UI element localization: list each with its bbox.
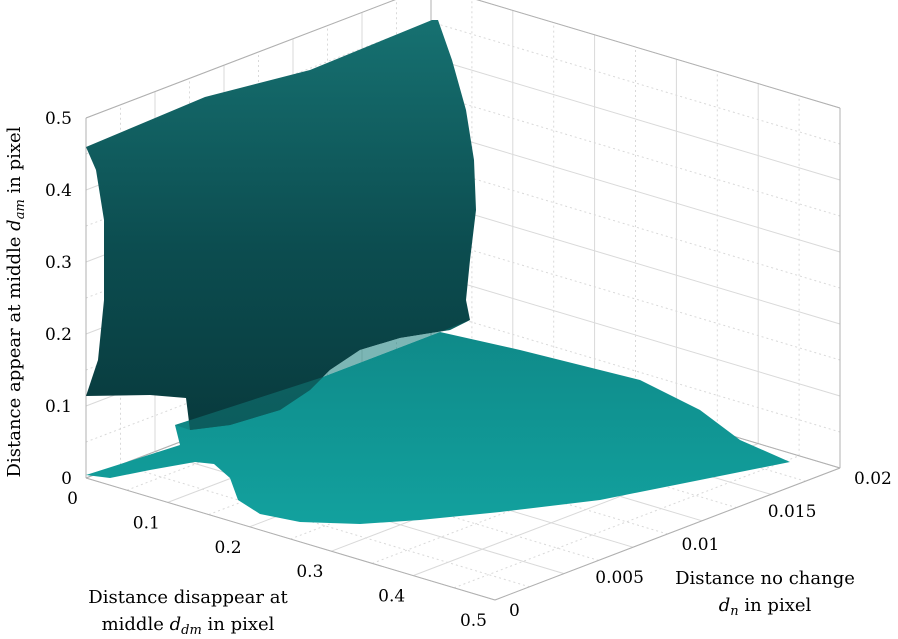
z-tick-label: 0 xyxy=(61,469,72,489)
axis-edge xyxy=(476,0,841,109)
y-tick-label: 0.4 xyxy=(378,587,405,607)
grid-line xyxy=(85,309,432,443)
axis-edge xyxy=(85,0,396,119)
x-tick-label: 0.015 xyxy=(768,502,817,522)
axis-edge xyxy=(494,467,841,601)
x-tick-label: 0.005 xyxy=(595,568,644,588)
x-axis-ticks: 0 0.005 0.01 0.015 0.02 xyxy=(509,469,892,621)
grid-line xyxy=(430,93,841,217)
z-tick-label: 0.3 xyxy=(45,253,72,273)
grid-line xyxy=(372,430,718,564)
y-tick-label: 0.1 xyxy=(133,513,160,533)
z-axis-ticks: 0 0.1 0.2 0.3 0.4 0.5 xyxy=(45,109,72,489)
grid-line xyxy=(120,464,530,588)
y-tick-label: 0.2 xyxy=(215,538,242,558)
grid-line xyxy=(430,129,841,253)
grid-line xyxy=(430,201,841,325)
z-axis-label: Distance appear at middle dam in pixel xyxy=(4,126,28,477)
y-tick-label: 0 xyxy=(67,489,78,509)
grid-line xyxy=(430,273,841,397)
grid-line xyxy=(430,57,841,181)
y-tick-label: 0.5 xyxy=(460,611,487,631)
grid-line xyxy=(430,237,841,361)
surface xyxy=(86,20,790,524)
grid-line xyxy=(453,455,800,589)
z-tick-label: 0.1 xyxy=(45,397,72,417)
grid-line xyxy=(430,165,841,289)
surface-fold xyxy=(175,320,470,430)
x-tick-label: 0.02 xyxy=(854,469,892,489)
z-tick-label: 0.5 xyxy=(45,109,72,129)
y-axis-label-line2: middle ddm in pixel xyxy=(102,614,275,638)
y-axis-ticks: 0 0.1 0.2 0.3 0.4 0.5 xyxy=(67,489,487,631)
y-axis-label-line1: Distance disappear at xyxy=(88,587,288,608)
surface-floor xyxy=(86,332,790,524)
axis-edge xyxy=(85,477,496,601)
grid-line xyxy=(430,309,841,433)
z-tick-label: 0.2 xyxy=(45,325,72,345)
x-axis-label-line2: dn in pixel xyxy=(719,595,812,619)
y-tick-label: 0.3 xyxy=(296,562,323,582)
z-tick-label: 0.4 xyxy=(45,181,72,201)
grid-line xyxy=(430,21,841,145)
x-tick-label: 0 xyxy=(509,601,520,621)
x-axis-label-line1: Distance no change xyxy=(675,568,855,589)
grid-line xyxy=(126,357,473,491)
surface-wall xyxy=(86,20,476,430)
x-tick-label: 0.01 xyxy=(682,535,720,555)
